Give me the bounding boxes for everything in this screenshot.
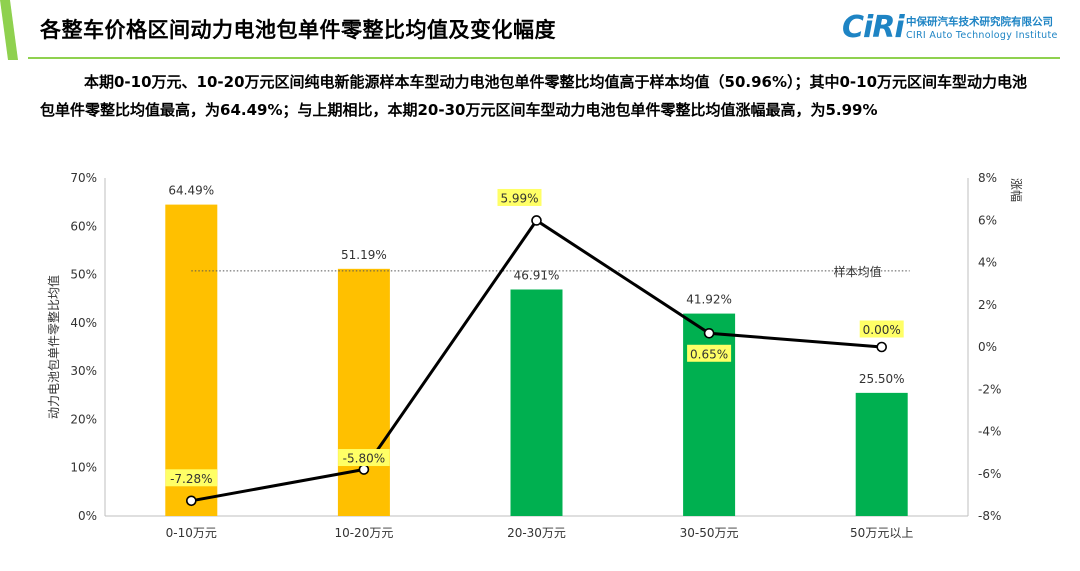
line-point xyxy=(876,341,888,353)
accent-stripe xyxy=(0,0,18,60)
y-right-tick-label: 8% xyxy=(978,171,997,185)
line-data-label: 0.65% xyxy=(690,347,728,361)
line-point xyxy=(531,215,542,226)
y-left-tick-label: 50% xyxy=(70,268,97,282)
y-right-tick-label: -4% xyxy=(978,425,1001,439)
line-data-label: -7.28% xyxy=(170,472,212,486)
line-point xyxy=(358,464,370,475)
line-data-label: -5.80% xyxy=(343,452,385,466)
y-left-tick-label: 10% xyxy=(70,461,97,475)
y-right-tick-label: -2% xyxy=(978,382,1001,396)
x-tick-label: 0-10万元 xyxy=(166,526,217,540)
y-right-tick-label: 6% xyxy=(978,213,997,227)
summary-text: 本期0-10万元、10-20万元区间纯电新能源样本车型动力电池包单件零整比均值高… xyxy=(40,73,1028,119)
bar-data-label: 46.91% xyxy=(514,268,560,282)
x-tick-label: 50万元以上 xyxy=(850,526,913,540)
x-tick-label: 30-50万元 xyxy=(680,526,739,540)
line-data-label: 0.00% xyxy=(863,323,901,337)
logo-english-name: CIRI Auto Technology Institute xyxy=(906,30,1058,41)
line-label-highlight xyxy=(687,344,732,362)
line-label-highlight xyxy=(497,188,542,206)
y-left-tick-label: 30% xyxy=(70,364,97,378)
y-right-axis-title: 涨幅 xyxy=(1009,178,1024,202)
line-data-label: 5.99% xyxy=(500,191,538,205)
line-label-highlight xyxy=(859,320,904,338)
header-divider xyxy=(28,57,1060,59)
bar xyxy=(337,268,390,516)
bar-data-label: 41.92% xyxy=(686,293,732,307)
bar xyxy=(683,313,736,516)
line-label-highlight xyxy=(338,449,390,467)
y-left-tick-label: 40% xyxy=(70,316,97,330)
logo-org-name: 中保研汽车技术研究院有限公司 xyxy=(906,16,1053,28)
line-point xyxy=(186,495,197,507)
ciri-logo: CiRi 中保研汽车技术研究院有限公司 CIRI Auto Technology… xyxy=(842,10,1057,46)
bar-data-label: 64.49% xyxy=(168,184,214,198)
reference-line-label: 样本均值 xyxy=(834,264,882,279)
y-right-tick-label: -6% xyxy=(978,467,1001,481)
y-right-tick-label: -8% xyxy=(978,509,1001,523)
bar xyxy=(855,392,908,516)
y-right-tick-label: 4% xyxy=(978,256,997,270)
x-tick-label: 10-20万元 xyxy=(334,526,393,540)
y-left-tick-label: 0% xyxy=(78,509,97,523)
y-left-tick-label: 60% xyxy=(70,219,97,233)
bar xyxy=(510,289,563,516)
y-right-tick-label: 2% xyxy=(978,298,997,312)
logo-mark: CiRi xyxy=(842,10,905,45)
y-left-tick-label: 70% xyxy=(70,171,97,185)
slide-title: 各整车价格区间动力电池包单件零整比均值及变化幅度 xyxy=(40,18,556,42)
bar-data-label: 25.50% xyxy=(859,372,905,386)
line-label-highlight xyxy=(165,469,218,487)
y-left-axis-title: 动力电池包单件零整比均值 xyxy=(46,275,61,419)
x-tick-label: 20-30万元 xyxy=(507,526,566,540)
bar-data-label: 51.19% xyxy=(341,248,387,262)
y-left-tick-label: 20% xyxy=(70,412,97,426)
bar xyxy=(165,204,218,517)
y-right-tick-label: 0% xyxy=(978,340,997,354)
line-point xyxy=(703,327,715,339)
